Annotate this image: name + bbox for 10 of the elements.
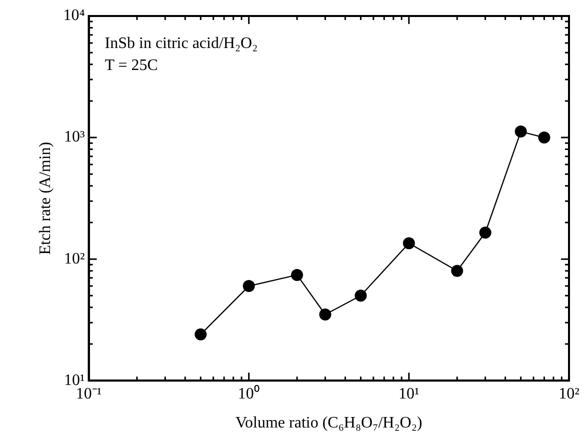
- y-tick-label: 10²: [64, 250, 85, 268]
- x-tick-label: 10¹: [398, 385, 420, 402]
- y-tick-label: 10⁴: [63, 7, 86, 24]
- annotation: T = 25C: [104, 57, 158, 74]
- y-axis-title: Etch rate (A/min): [36, 142, 54, 255]
- x-tick-label: 10²: [558, 385, 580, 402]
- x-tick-label: 10⁰: [238, 384, 260, 402]
- annotation: InSb in citric acid/H₂O₂: [104, 35, 258, 52]
- x-axis-title: Volume ratio (C₆H₈O₇/H₂O₂): [236, 414, 422, 432]
- y-tick-label: 10³: [64, 128, 85, 146]
